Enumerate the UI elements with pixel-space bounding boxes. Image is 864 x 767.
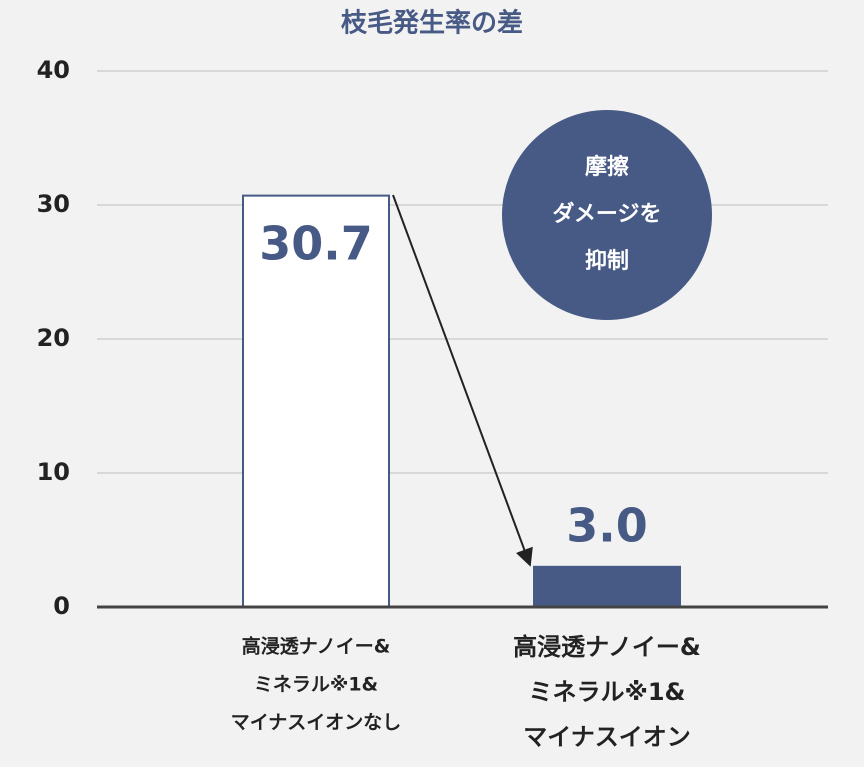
x-tick-label: ミネラル※1& (529, 678, 686, 706)
y-tick-label: 20 (37, 324, 70, 352)
value-label: 3.0 (566, 499, 648, 553)
annotation-text: 抑制 (585, 249, 629, 274)
x-tick-label: 高浸透ナノイー& (513, 633, 701, 661)
annotation-text: ダメージを (553, 201, 662, 227)
y-tick-label: 40 (37, 56, 70, 84)
chart-title: 枝毛発生率の差 (341, 8, 523, 39)
annotation-text: 摩擦 (585, 154, 629, 180)
bar (533, 565, 681, 608)
x-tick-label: マイナスイオン (523, 723, 691, 751)
y-tick-label: 10 (37, 458, 70, 486)
x-tick-label: マイナスイオンなし (231, 712, 402, 734)
y-tick-label: 30 (37, 190, 70, 218)
x-tick-label: 高浸透ナノイー& (242, 635, 391, 658)
annotation-circle (502, 110, 712, 320)
value-label: 30.7 (259, 217, 373, 271)
y-tick-label: 0 (53, 592, 70, 620)
arrow (392, 194, 533, 567)
x-tick-label: ミネラル※1& (254, 674, 378, 696)
